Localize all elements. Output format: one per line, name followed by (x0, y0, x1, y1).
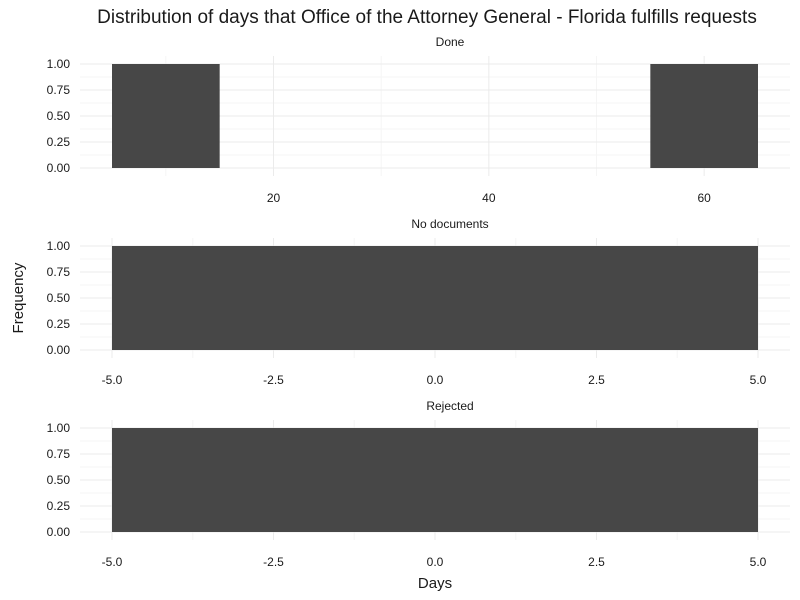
y-tick-label: 0.25 (47, 135, 71, 149)
y-tick-label: 0.50 (47, 109, 71, 123)
facet-strip-label: Rejected (426, 399, 473, 413)
x-tick-label: 0.0 (427, 555, 444, 569)
x-axis-title: Days (418, 575, 452, 592)
x-tick-label: 5.0 (750, 373, 767, 387)
y-tick-label: 1.00 (47, 421, 71, 435)
x-tick-label: 60 (697, 191, 711, 205)
y-tick-label: 0.75 (47, 83, 71, 97)
x-tick-label: 40 (482, 191, 496, 205)
facet-strip-label: Done (436, 35, 465, 49)
x-tick-label: 0.0 (427, 373, 444, 387)
chart-title: Distribution of days that Office of the … (97, 7, 757, 28)
y-tick-label: 0.25 (47, 499, 71, 513)
y-tick-label: 1.00 (47, 239, 71, 253)
histogram-bar (112, 428, 758, 532)
x-tick-label: -5.0 (102, 373, 123, 387)
x-tick-label: 20 (267, 191, 281, 205)
y-tick-label: 0.75 (47, 265, 71, 279)
facet-panels: Done 0.00 0.25 0.50 0.75 1.00 20 40 60 No documen… (47, 35, 790, 569)
y-tick-label: 0.00 (47, 343, 71, 357)
facet-panel-1: No documents 0.00 0.25 0.50 0.75 1.00 -5.0 -2.5… (47, 217, 790, 387)
x-tick-label: 5.0 (750, 555, 767, 569)
y-axis-title: Frequency (10, 262, 27, 333)
facet-panel-0: Done 0.00 0.25 0.50 0.75 1.00 20 40 60 (47, 35, 790, 205)
y-tick-label: 0.25 (47, 317, 71, 331)
y-tick-label: 0.75 (47, 447, 71, 461)
x-tick-label: 2.5 (588, 373, 605, 387)
y-tick-label: 0.50 (47, 291, 71, 305)
x-tick-label: -2.5 (263, 373, 284, 387)
histogram-bar (650, 64, 758, 168)
y-tick-label: 0.00 (47, 525, 71, 539)
x-tick-label: -2.5 (263, 555, 284, 569)
histogram-bar (112, 64, 220, 168)
y-tick-label: 1.00 (47, 57, 71, 71)
x-tick-label: 2.5 (588, 555, 605, 569)
x-tick-label: -5.0 (102, 555, 123, 569)
histogram-bar (112, 246, 758, 350)
y-tick-label: 0.50 (47, 473, 71, 487)
facet-panel-2: Rejected 0.00 0.25 0.50 0.75 1.00 -5.0 -2.5 0.0 2… (47, 399, 790, 569)
y-tick-label: 0.00 (47, 161, 71, 175)
facet-strip-label: No documents (411, 217, 488, 231)
